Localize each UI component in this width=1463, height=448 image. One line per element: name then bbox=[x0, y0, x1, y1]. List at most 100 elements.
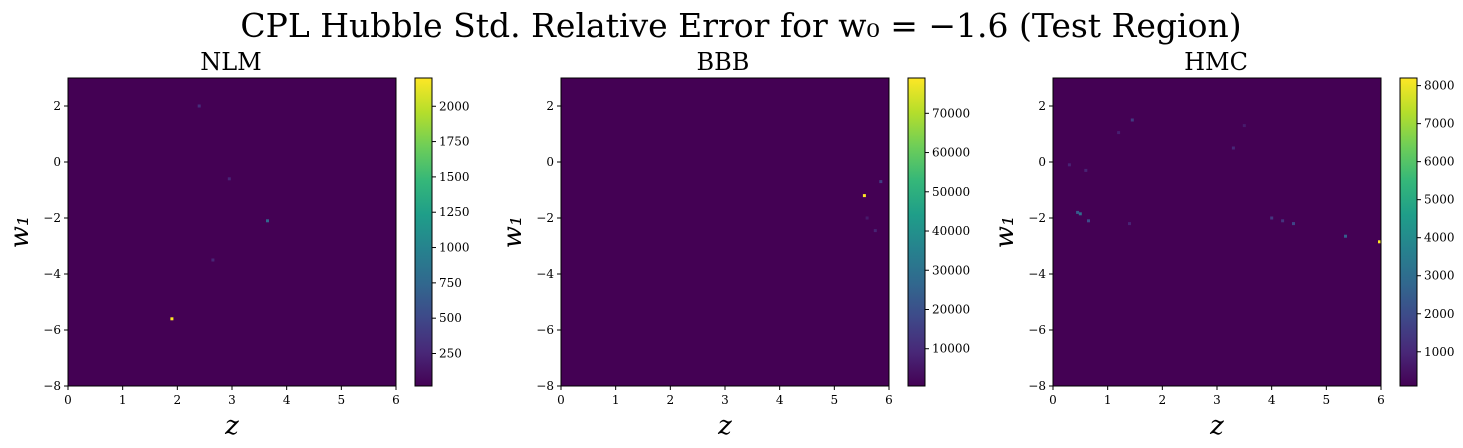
x-axis-label: z bbox=[224, 411, 239, 441]
heatmap-area bbox=[68, 78, 396, 386]
x-tick-label: 1 bbox=[1104, 393, 1112, 407]
y-tick-label: −2 bbox=[43, 211, 61, 225]
x-tick-label: 5 bbox=[1323, 393, 1331, 407]
x-tick-label: 4 bbox=[1268, 393, 1276, 407]
y-tick-label: 2 bbox=[546, 99, 554, 113]
y-axis-label: w₁ bbox=[498, 216, 528, 249]
x-tick-label: 0 bbox=[64, 393, 72, 407]
colorbar-tick-label: 20000 bbox=[932, 302, 970, 316]
colorbar-tick-label: 10000 bbox=[932, 342, 970, 356]
heatmap-cell bbox=[1067, 163, 1071, 167]
colorbar-tick-label: 2000 bbox=[439, 99, 470, 113]
heatmap-cell bbox=[1128, 222, 1131, 226]
colorbar-tick-label: 6000 bbox=[1424, 155, 1455, 169]
heatmap-area bbox=[561, 78, 889, 386]
colorbar-tick-label: 7000 bbox=[1424, 117, 1455, 131]
y-tick-label: 0 bbox=[53, 155, 61, 169]
x-tick-label: 5 bbox=[338, 393, 346, 407]
heatmap-cell bbox=[211, 258, 215, 262]
x-tick-label: 2 bbox=[1159, 393, 1167, 407]
panel-title-nlm: NLM bbox=[200, 48, 262, 76]
x-tick-label: 3 bbox=[228, 393, 236, 407]
heatmap-cell bbox=[170, 317, 174, 321]
heatmap-cell bbox=[1084, 168, 1088, 172]
y-tick-label: −6 bbox=[1028, 323, 1046, 337]
y-axis-label: w₁ bbox=[990, 216, 1020, 249]
x-tick-label: 6 bbox=[885, 393, 893, 407]
colorbar bbox=[1400, 78, 1417, 386]
colorbar-tick-label: 500 bbox=[439, 311, 462, 325]
panel-hmc: HMC 0 1 2 3 4 5 6 −8 −6 −4 −2 0 2 z w₁ 1000 2000 3000 4000… bbox=[990, 48, 1455, 441]
heatmap-cell bbox=[1231, 146, 1235, 150]
x-tick-label: 4 bbox=[283, 393, 291, 407]
heatmap-cell bbox=[879, 180, 883, 184]
heatmap-cell bbox=[1117, 131, 1121, 135]
colorbar-tick-label: 40000 bbox=[932, 224, 970, 238]
panel-bbb: BBB 0 1 2 3 4 5 6 −8 −6 −4 −2 0 2 z w₁ 10000 20000 30000 4… bbox=[498, 48, 970, 441]
y-tick-label: −8 bbox=[536, 379, 554, 393]
y-tick-label: 0 bbox=[1038, 155, 1046, 169]
heatmap-cell bbox=[1087, 219, 1090, 223]
x-tick-label: 1 bbox=[612, 393, 620, 407]
panel-nlm: NLM 0 1 2 3 4 5 6 −8 −6 −4 −2 0 2 z w₁ 250 500 750 1000 125… bbox=[5, 48, 470, 441]
heatmap-cell bbox=[865, 216, 869, 220]
colorbar-frame bbox=[1399, 77, 1418, 387]
heatmap-cell bbox=[227, 177, 231, 181]
colorbar-tick-label: 60000 bbox=[932, 146, 970, 160]
y-tick-label: −4 bbox=[536, 267, 554, 281]
y-tick-label: −2 bbox=[536, 211, 554, 225]
heatmap-cell bbox=[1281, 219, 1285, 223]
colorbar-tick-label: 5000 bbox=[1424, 193, 1455, 207]
colorbar-frame bbox=[414, 77, 433, 387]
y-tick-label: −6 bbox=[43, 323, 61, 337]
y-tick-label: −8 bbox=[1028, 379, 1046, 393]
colorbar-tick-label: 2000 bbox=[1424, 307, 1455, 321]
colorbar-tick-label: 30000 bbox=[932, 263, 970, 277]
colorbar-tick-label: 1500 bbox=[439, 170, 470, 184]
y-tick-label: 2 bbox=[53, 99, 61, 113]
colorbar-tick-label: 750 bbox=[439, 276, 462, 290]
y-axis-label: w₁ bbox=[5, 216, 35, 249]
colorbar bbox=[415, 78, 432, 386]
x-tick-label: 3 bbox=[721, 393, 729, 407]
x-tick-label: 3 bbox=[1213, 393, 1221, 407]
x-tick-label: 5 bbox=[831, 393, 839, 407]
colorbar-frame bbox=[907, 77, 926, 387]
colorbar-tick-label: 70000 bbox=[932, 106, 970, 120]
figure-title: CPL Hubble Std. Relative Error for w₀ = … bbox=[240, 6, 1241, 45]
heatmap-area bbox=[1053, 78, 1381, 386]
heatmap-cell bbox=[1242, 124, 1246, 128]
y-tick-label: −4 bbox=[1028, 267, 1046, 281]
heatmap-cell bbox=[197, 104, 201, 108]
x-tick-label: 2 bbox=[667, 393, 675, 407]
heatmap-cell bbox=[1344, 234, 1347, 238]
panel-title-hmc: HMC bbox=[1184, 48, 1248, 76]
x-axis-label: z bbox=[717, 411, 732, 441]
colorbar-tick-label: 50000 bbox=[932, 185, 970, 199]
x-tick-label: 6 bbox=[1377, 393, 1385, 407]
colorbar bbox=[908, 78, 925, 386]
colorbar-tick-label: 3000 bbox=[1424, 269, 1455, 283]
x-axis-label: z bbox=[1209, 411, 1224, 441]
heatmap-cell bbox=[873, 229, 877, 233]
x-tick-label: 0 bbox=[1049, 393, 1057, 407]
colorbar-tick-label: 1750 bbox=[439, 135, 470, 149]
heatmap-cell bbox=[266, 219, 269, 223]
panel-title-bbb: BBB bbox=[697, 48, 750, 76]
colorbar-tick-label: 250 bbox=[439, 347, 462, 361]
heatmap-cell bbox=[1292, 222, 1295, 226]
heatmap-cell bbox=[1076, 210, 1080, 214]
x-tick-label: 6 bbox=[392, 393, 400, 407]
colorbar-tick-label: 8000 bbox=[1424, 79, 1455, 93]
colorbar-tick-label: 4000 bbox=[1424, 231, 1455, 245]
y-tick-label: 2 bbox=[1038, 99, 1046, 113]
x-tick-label: 1 bbox=[119, 393, 127, 407]
x-tick-label: 0 bbox=[557, 393, 565, 407]
heatmap-cell bbox=[1130, 118, 1134, 122]
heatmap-cell bbox=[1270, 216, 1274, 220]
y-tick-label: −2 bbox=[1028, 211, 1046, 225]
colorbar-tick-label: 1000 bbox=[1424, 345, 1455, 359]
heatmap-cell bbox=[862, 194, 866, 198]
colorbar-tick-label: 1250 bbox=[439, 205, 470, 219]
